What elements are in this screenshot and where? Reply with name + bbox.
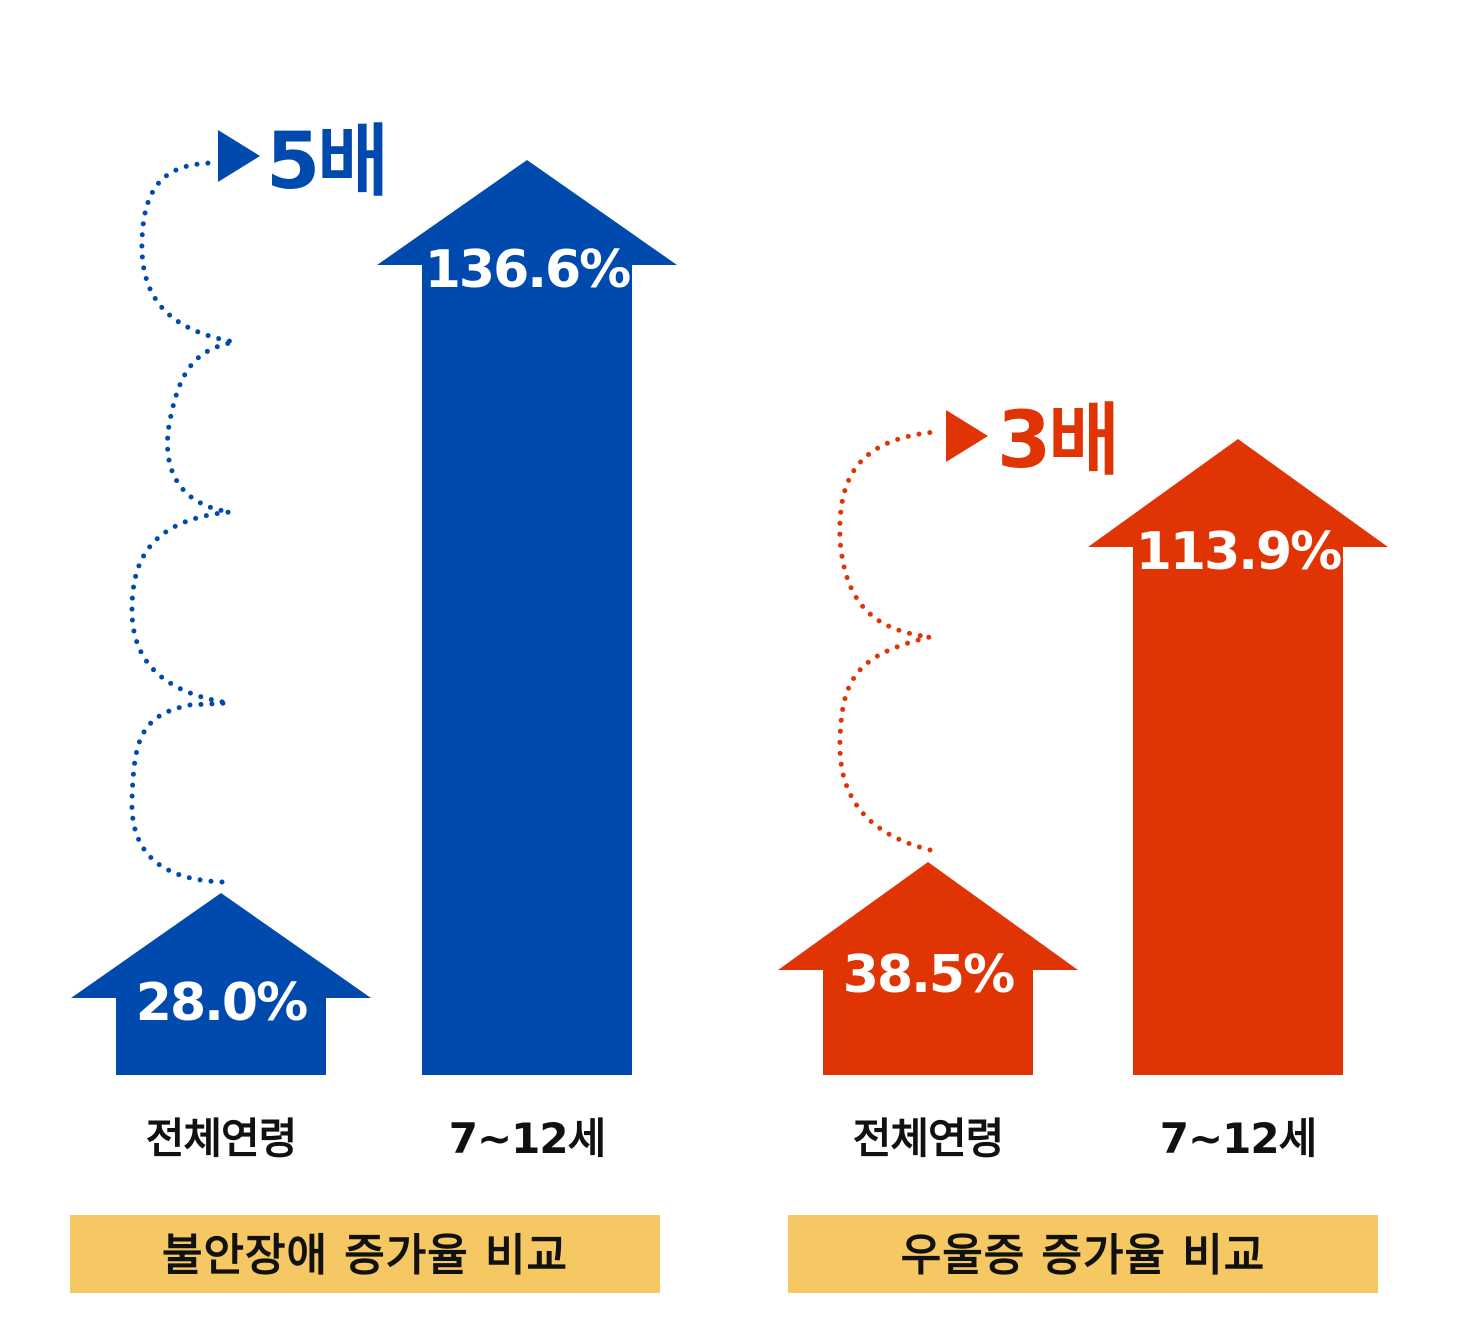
bar-arrow	[1088, 439, 1388, 1075]
category-label: 전체연령	[853, 1114, 1004, 1163]
data-label: 113.9%	[1136, 522, 1341, 582]
ratio-label: 3배	[997, 396, 1117, 486]
dotted-connector	[129, 160, 235, 885]
data-label: 136.6%	[425, 240, 630, 300]
category-label: 7~12세	[449, 1114, 606, 1163]
chart-title: 우울증 증가율 비교	[901, 1230, 1265, 1281]
data-label: 28.0%	[136, 973, 307, 1033]
title-background	[788, 1215, 1378, 1293]
data-label: 38.5%	[843, 945, 1014, 1005]
ratio-pointer-icon	[218, 130, 260, 182]
title-background	[70, 1215, 660, 1293]
dotted-connector	[837, 429, 938, 853]
category-label: 전체연령	[146, 1114, 297, 1163]
category-label: 7~12세	[1160, 1114, 1317, 1163]
bar-arrow	[377, 160, 677, 1075]
ratio-label: 5배	[266, 117, 386, 207]
bar-arrow	[71, 893, 371, 1075]
bar-arrow	[778, 862, 1078, 1075]
chart-title: 불안장애 증가율 비교	[162, 1230, 568, 1281]
ratio-pointer-icon	[946, 410, 988, 462]
